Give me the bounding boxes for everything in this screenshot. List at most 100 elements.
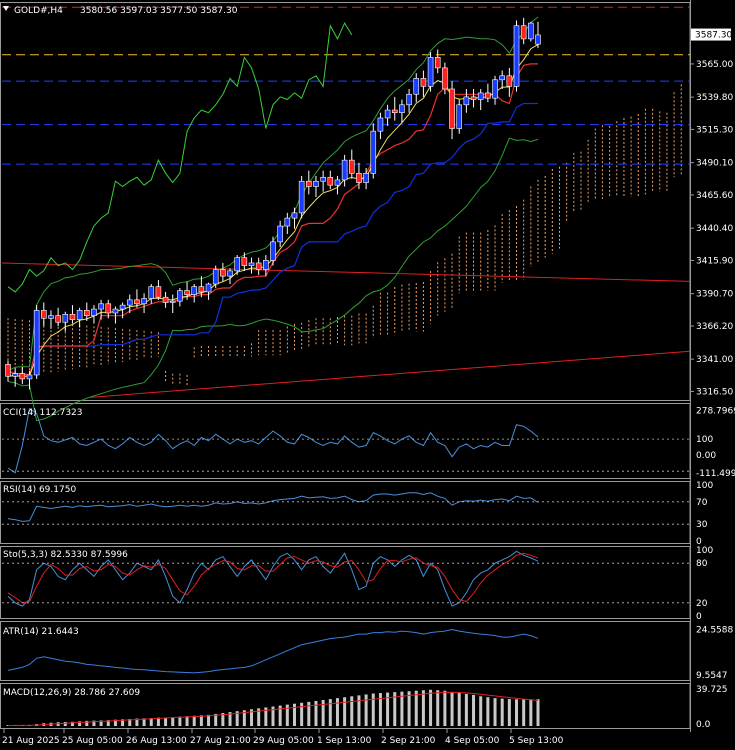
rsi-tick-label: 30 (696, 520, 708, 530)
candle-body (277, 225, 283, 243)
candle-body (220, 269, 226, 277)
macd-bar (142, 718, 146, 726)
macd-bar (436, 690, 440, 726)
macd-bar (400, 691, 404, 726)
kijun-line (7, 102, 538, 376)
macd-bar (164, 717, 168, 726)
candle-body (363, 173, 369, 183)
candle-body (427, 57, 434, 87)
macd-bar (393, 692, 397, 726)
macd-bar (149, 718, 153, 726)
macd-bar (178, 716, 182, 726)
candle-body (456, 104, 463, 129)
time-tick-label: 25 Aug 05:00 (62, 736, 123, 746)
macd-bar (364, 694, 368, 726)
candle-body (169, 300, 176, 303)
candle-body (391, 109, 398, 114)
rsi-tick-label: 0 (696, 537, 702, 547)
time-tick-label: 27 Aug 21:00 (190, 736, 251, 746)
candle-body (263, 260, 269, 270)
pane-frame-0 (0, 2, 691, 401)
macd-bar (63, 722, 67, 726)
candle-body (513, 25, 520, 87)
cci-line (7, 407, 539, 474)
rsi-tick-label: 70 (696, 498, 708, 508)
candle-body (291, 212, 298, 219)
macd-bar (99, 720, 103, 726)
candle-body (205, 283, 212, 293)
macd-signal-line (7, 691, 539, 726)
candle-body (520, 25, 527, 40)
candle-body (384, 109, 391, 119)
price-tick-label: 3565.00 (696, 60, 733, 70)
price-tick-label: 3341.00 (696, 355, 733, 365)
candle-body (420, 78, 427, 87)
atr-tick-label: 9.5547 (696, 671, 728, 681)
candle-body (492, 79, 498, 99)
candle-body (341, 159, 348, 181)
candle-body (449, 88, 455, 129)
macd-bar (228, 712, 232, 726)
ichimoku-cloud (7, 84, 682, 386)
bollinger-lower (7, 137, 539, 422)
candle-body (413, 78, 420, 95)
cci-tick-label: 100 (696, 435, 713, 445)
candle-body (334, 179, 341, 186)
macd-bar (464, 693, 468, 726)
macd-bar (335, 698, 339, 726)
macd-bar (357, 695, 361, 726)
price-tick-label: 3490.10 (696, 159, 733, 169)
macd-bar (113, 719, 117, 726)
candle-body (41, 310, 47, 319)
price-tick-label: 3440.40 (696, 224, 733, 234)
candle-body (399, 104, 405, 114)
macd-bar (257, 708, 261, 726)
candle-body (48, 315, 54, 319)
candle-body (535, 34, 541, 45)
candle-body (356, 173, 362, 183)
price-tick-label: 3539.80 (696, 93, 733, 103)
pane-frame-2 (0, 481, 691, 544)
candle-body (320, 176, 326, 182)
candle-body (162, 296, 169, 303)
candle-body (126, 299, 133, 306)
candle-body (477, 92, 484, 100)
macd-bar (529, 699, 533, 726)
macd-bar (457, 693, 461, 726)
candle-body (33, 310, 40, 376)
candle-body (528, 22, 534, 40)
candle-body (485, 92, 491, 99)
candle-body (177, 290, 183, 302)
macd-bar (536, 699, 540, 726)
candle-body (241, 257, 248, 266)
time-tick-label: 1 Sep 13:00 (317, 736, 372, 746)
macd-bar (450, 692, 454, 726)
macd-bar (6, 725, 10, 726)
atr-tick-label: 24.5588 (696, 625, 733, 635)
price-tick-label: 3415.90 (696, 256, 733, 266)
macd-bar (343, 697, 347, 726)
candle-body (155, 286, 162, 298)
rsi-line (7, 492, 539, 522)
macd-bar (300, 702, 304, 726)
stoch-tick-label: 100 (696, 546, 713, 556)
time-tick-label: 21 Aug 2025 (2, 736, 60, 746)
macd-bar (407, 691, 411, 726)
stoch-main-line (7, 550, 539, 607)
macd-bar (443, 690, 447, 726)
candle-body (255, 262, 262, 270)
candle-body (62, 314, 69, 323)
stoch-tick-label: 0 (696, 612, 702, 622)
macd-bar (192, 715, 196, 726)
candle-body (119, 304, 126, 310)
macd-bar (214, 713, 218, 726)
macd-bar (328, 699, 332, 726)
candle-body (499, 75, 505, 81)
pane-frame-4 (0, 621, 691, 681)
macd-bar (378, 693, 382, 726)
candle-body (463, 96, 470, 106)
macd-bar (414, 690, 418, 726)
macd-bar (350, 696, 354, 726)
macd-bar (278, 705, 282, 726)
